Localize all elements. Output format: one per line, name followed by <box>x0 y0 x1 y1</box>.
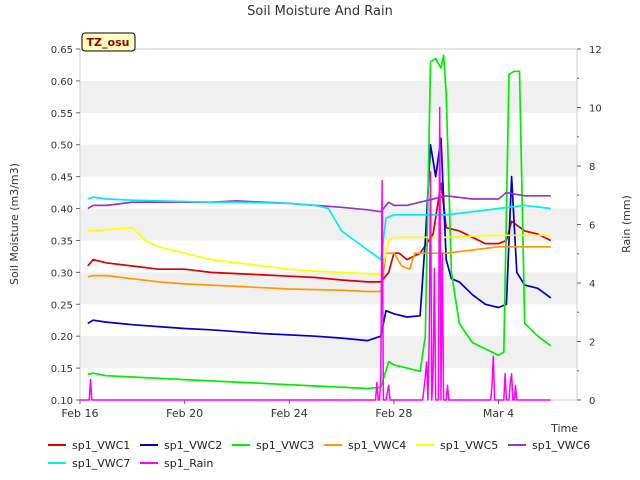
chart-title: Soil Moisture And Rain <box>247 4 393 19</box>
series-line-sp1-vwc5 <box>87 226 551 276</box>
legend-label: sp1_VWC2 <box>164 438 223 452</box>
left-tick-label: 0.50 <box>51 141 73 152</box>
legend-label: sp1_VWC4 <box>348 438 407 452</box>
left-tick-label: 0.20 <box>51 332 73 343</box>
legend-swatch <box>324 444 342 446</box>
legend-swatch <box>140 462 158 464</box>
x-axis-label: Time <box>550 422 578 435</box>
legend-row: sp1_VWC1 sp1_VWC2 sp1_VWC3 sp1_VWC4 sp1_VWC5… <box>48 436 628 454</box>
y-axis-right-label: Rain (mm) <box>620 195 633 253</box>
legend-swatch <box>508 444 526 446</box>
legend-swatch <box>48 444 66 446</box>
series-line-sp1-vwc7 <box>87 196 551 261</box>
legend-label: sp1_Rain <box>164 456 214 470</box>
legend-item-sp1-vwc6: sp1_VWC6 <box>508 439 600 452</box>
grid-band <box>80 272 577 305</box>
site-tag-box: TZ_osu <box>81 32 136 52</box>
legend-label: sp1_VWC3 <box>256 438 315 452</box>
legend-swatch <box>416 444 434 446</box>
legend-item-sp1-vwc2: sp1_VWC2 <box>140 439 232 452</box>
series-lines <box>80 54 552 401</box>
legend-item-sp1-vwc7: sp1_VWC7 <box>48 457 140 470</box>
x-tick-label: Mar 4 <box>483 407 514 420</box>
left-tick-label: 0.35 <box>51 236 73 247</box>
left-tick-label: 0.55 <box>51 109 73 120</box>
x-tick-label: Feb 16 <box>62 407 99 420</box>
series-line-sp1-rain <box>80 106 551 401</box>
right-tick-label: 2 <box>589 338 595 349</box>
legend-swatch <box>232 444 250 446</box>
series-line-sp1-vwc2 <box>87 137 552 342</box>
y-axis-left-label: Soil Moisture (m3/m3) <box>8 163 21 285</box>
legend-item-sp1-rain: sp1_Rain <box>140 457 232 470</box>
legend-label: sp1_VWC7 <box>72 456 131 470</box>
legend-label: sp1_VWC1 <box>72 438 131 452</box>
series-line-sp1-vwc6 <box>87 191 551 213</box>
left-tick-label: 0.65 <box>51 45 73 56</box>
legend-label: sp1_VWC6 <box>532 438 591 452</box>
left-axis-ticks: 0.10 0.15 0.20 0.25 0.30 0.35 0.40 0.45 0.50 0.55… <box>51 45 80 407</box>
left-tick-label: 0.45 <box>51 173 73 184</box>
x-axis-ticks: Feb 16 Feb 20 Feb 24 Feb 28 Mar 4 <box>62 400 514 420</box>
right-tick-label: 12 <box>589 45 602 56</box>
left-tick-label: 0.60 <box>51 77 73 88</box>
series-line-sp1-vwc4 <box>87 245 551 293</box>
legend-label: sp1_VWC5 <box>440 438 499 452</box>
grid-band <box>80 80 577 113</box>
right-axis-ticks: 0 2 4 6 8 10 12 <box>577 45 602 407</box>
x-tick-label: Feb 20 <box>166 407 203 420</box>
left-tick-label: 0.25 <box>51 300 73 311</box>
right-tick-label: 4 <box>589 279 595 290</box>
right-tick-label: 0 <box>589 396 595 407</box>
left-tick-label: 0.15 <box>51 364 73 375</box>
legend: sp1_VWC1 sp1_VWC2 sp1_VWC3 sp1_VWC4 sp1_VWC5… <box>48 436 628 472</box>
legend-item-sp1-vwc5: sp1_VWC5 <box>416 439 508 452</box>
x-tick-label: Feb 28 <box>375 407 412 420</box>
legend-item-sp1-vwc4: sp1_VWC4 <box>324 439 416 452</box>
right-tick-label: 6 <box>589 221 595 232</box>
x-tick-label: Feb 24 <box>271 407 308 420</box>
legend-swatch <box>48 462 66 464</box>
series-line-sp1-vwc3 <box>87 54 552 390</box>
grid-band <box>80 144 577 177</box>
legend-item-sp1-vwc3: sp1_VWC3 <box>232 439 324 452</box>
legend-swatch <box>140 444 158 446</box>
legend-item-sp1-vwc1: sp1_VWC1 <box>48 439 140 452</box>
site-tag-label: TZ_osu <box>87 36 130 49</box>
left-tick-label: 0.30 <box>51 268 73 279</box>
right-tick-label: 8 <box>589 162 595 173</box>
legend-row: sp1_VWC7 sp1_Rain <box>48 454 628 472</box>
grid-bands <box>80 80 577 369</box>
left-tick-label: 0.40 <box>51 205 73 216</box>
right-tick-label: 10 <box>589 104 602 115</box>
left-tick-label: 0.10 <box>51 396 73 407</box>
